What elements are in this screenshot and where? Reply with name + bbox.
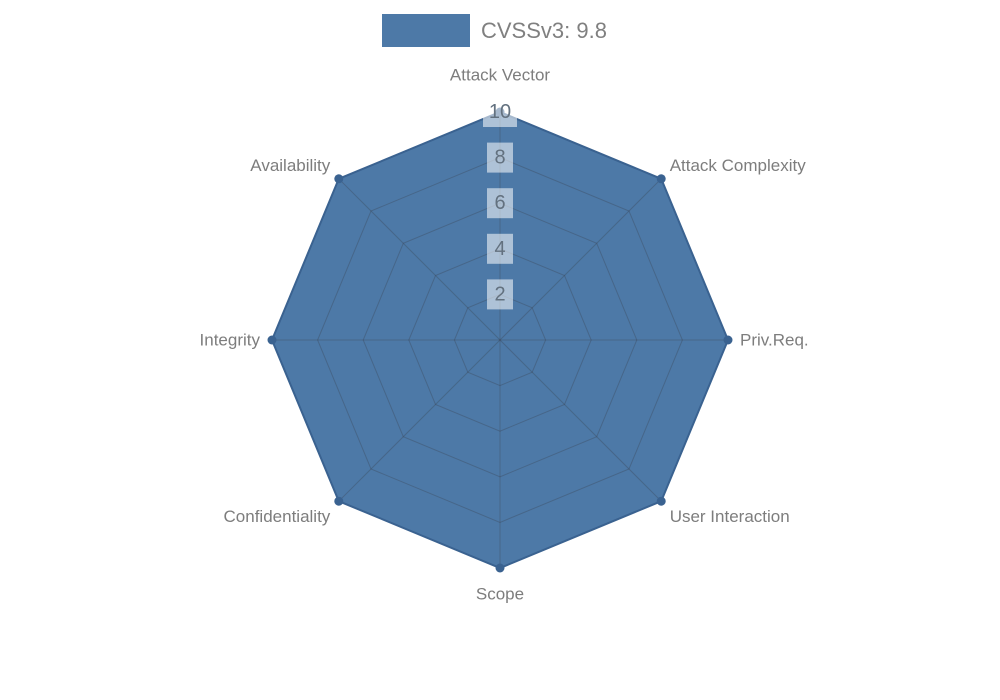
axis-label-attack-complexity: Attack Complexity (670, 156, 807, 175)
axis-label-user-interaction: User Interaction (670, 507, 790, 526)
tick-label-box (487, 142, 513, 173)
grid-ring (362, 202, 638, 478)
tick-label: 2 (494, 283, 505, 305)
legend-label: CVSSv3: 9.8 (481, 17, 607, 43)
radar-vertex-marker (495, 563, 505, 573)
grid-spoke (338, 339, 501, 502)
axis-label-confidentiality: Confidentiality (224, 507, 331, 526)
grid-spoke (338, 178, 501, 341)
legend-swatch (382, 14, 470, 47)
radar-vertex-marker (334, 174, 344, 184)
axis-label-priv-req: Priv.Req. (740, 331, 809, 350)
radar-vertex-marker (723, 335, 733, 345)
tick-label-box (487, 233, 513, 264)
axis-label-attack-vector: Attack Vector (450, 66, 550, 85)
grid-spoke (499, 178, 662, 341)
legend[interactable]: CVSSv3: 9.8 (382, 14, 607, 47)
tick-label-box (483, 97, 517, 127)
radar-vertex-marker (334, 496, 344, 506)
radar-vertex-marker (656, 496, 666, 506)
axis-label-integrity: Integrity (200, 331, 261, 350)
tick-label: 4 (494, 238, 505, 260)
axis-label-scope: Scope (476, 585, 524, 604)
grid-ring (408, 248, 592, 432)
grid-ring (453, 293, 547, 387)
radar-vertex-marker (267, 335, 277, 345)
grid-ring (317, 157, 683, 523)
grid-spoke (499, 339, 662, 502)
tick-label: 8 (494, 147, 505, 169)
tick-label-box (487, 279, 513, 310)
tick-label: 6 (494, 192, 505, 214)
tick-label-box (487, 188, 513, 219)
axis-label-availability: Availability (250, 156, 331, 175)
radar-series-fill (272, 112, 728, 568)
tick-label: 10 (489, 101, 511, 123)
radar-vertex-marker (656, 174, 666, 184)
